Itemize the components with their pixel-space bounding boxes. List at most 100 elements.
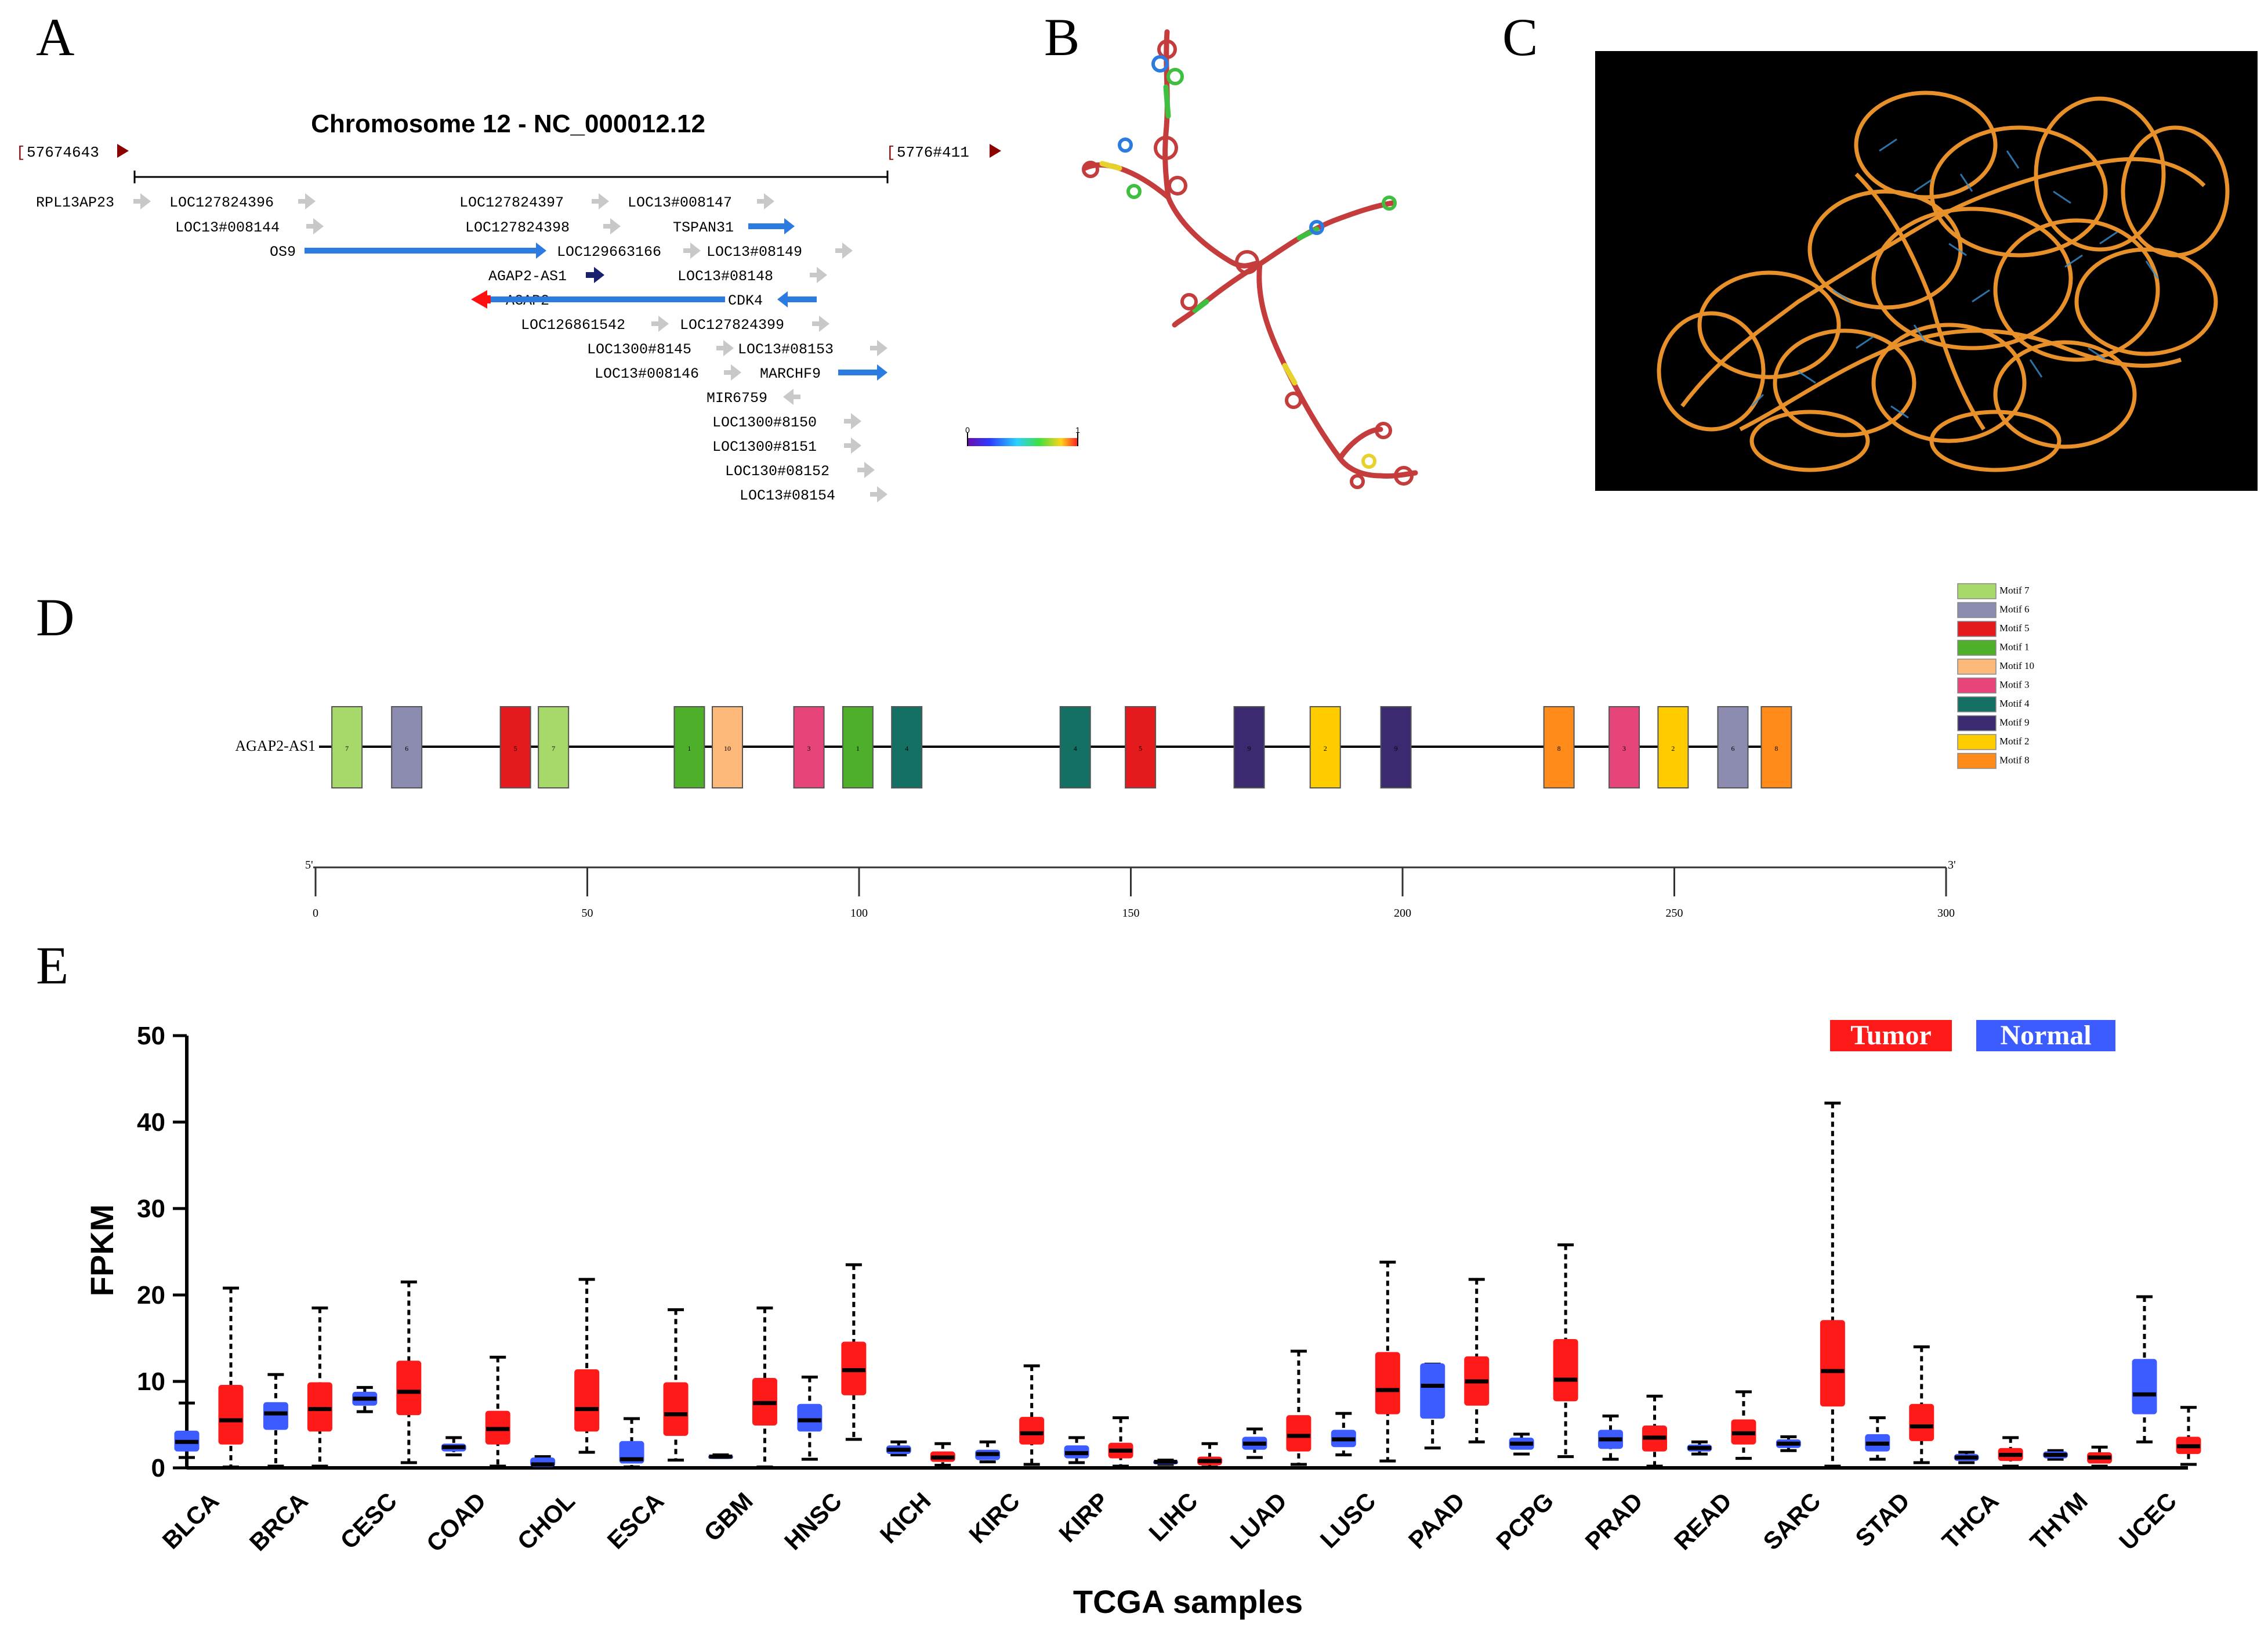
x-tick-label: BLCA [157, 1487, 224, 1554]
position-tick-label: 200 [1394, 907, 1411, 920]
box [307, 1382, 332, 1432]
x-tick-label: COAD [421, 1487, 491, 1557]
boxplot-blca-tumor [218, 1286, 244, 1469]
motif-box [1760, 706, 1792, 788]
legend-label: Motif 1 [1999, 642, 2029, 653]
gene-arrow-head [723, 340, 734, 356]
motif-box [1380, 706, 1412, 788]
gene-arrow-head [731, 364, 741, 381]
gene-label: MIR6759 [707, 390, 767, 407]
legend-label: Motif 3 [1999, 679, 2029, 690]
box [218, 1384, 244, 1445]
motif-box-id: 3 [807, 744, 811, 753]
boxplot-esca-tumor [663, 1308, 689, 1462]
panel-b: B [965, 8, 1418, 489]
boxplots [174, 1101, 2201, 1469]
boxplot-gbm-normal [708, 1453, 733, 1459]
gene-arrow-head [817, 267, 827, 283]
x-tick-label: THYM [2025, 1487, 2093, 1555]
boxplot-ucec-tumor [2176, 1406, 2201, 1466]
y-tick-label: 40 [137, 1108, 165, 1137]
gene-label: OS9 [270, 244, 296, 261]
y-tick-label: 30 [137, 1195, 165, 1223]
gene-arrow-head [610, 218, 621, 234]
scale-max-label: 1 [1075, 425, 1080, 435]
motif-box-id: 1 [687, 744, 691, 753]
motif-box [1125, 706, 1157, 788]
motif-legend: Motif 7 Motif 6 Motif 5 Motif 1 Motif 10 Moti… [1957, 583, 2034, 769]
position-tick-label: 300 [1937, 907, 1955, 920]
y-tick-label: 20 [137, 1281, 165, 1309]
three-prime-label: 3' [1948, 859, 1956, 871]
boxplot-stad-tumor [1909, 1345, 1934, 1464]
right-bracket: [ [886, 144, 896, 161]
gene-arrow-head [599, 193, 609, 209]
legend-label: Motif 10 [1999, 660, 2034, 671]
boxplot-ucec-normal [2132, 1295, 2157, 1444]
gene-arrow-head [764, 193, 774, 209]
gene-label: CDK4 [728, 292, 763, 309]
x-tick-label: STAD [1850, 1487, 1915, 1552]
y-tick-label: 50 [137, 1022, 165, 1050]
boxplot-kirp-tumor [1108, 1416, 1133, 1468]
gene-arrow-head [140, 193, 151, 209]
boxplot-cesc-tumor [396, 1280, 422, 1464]
boxplot-kirc-normal [975, 1440, 1001, 1464]
gene-arrow-head [658, 316, 669, 332]
legend-swatch [1957, 753, 1997, 769]
box [663, 1382, 689, 1436]
gene-arrow-head [864, 462, 875, 478]
motif-box-id: 10 [724, 744, 731, 753]
boxplot-prad-normal [1598, 1414, 1624, 1461]
legend-tumor-swatch [1830, 1020, 1952, 1051]
x-tick-label: CHOL [512, 1487, 580, 1555]
boxplot-kirp-normal [1064, 1436, 1089, 1464]
left-coordinate: 57674643 [27, 144, 99, 161]
gene-label: LOC1300#8150 [712, 414, 817, 431]
motif-box [1608, 706, 1640, 788]
boxplot-brca-tumor [307, 1306, 332, 1468]
boxplot-thca-normal [1954, 1450, 1979, 1464]
box [1420, 1363, 1445, 1419]
x-tick-label: LIHC [1143, 1487, 1203, 1547]
position-ticks: 0 50 100 150 200 250 300 [313, 867, 1955, 920]
gene-label: LOC13#08148 [677, 268, 773, 285]
gene-arrow-head [783, 389, 794, 405]
box [396, 1361, 422, 1416]
gene-label: LOC1300#8151 [712, 439, 817, 455]
x-tick-label: PAAD [1403, 1487, 1470, 1554]
legend-swatch [1957, 696, 1997, 712]
motif-box-id: 7 [345, 744, 349, 753]
gene-label: RPL13AP23 [36, 194, 114, 211]
motif-box-id: 7 [552, 744, 555, 753]
boxplot-pcpg-normal [1509, 1432, 1534, 1456]
legend-label: Motif 8 [1999, 755, 2029, 766]
x-tick-label: UCEC [2114, 1487, 2182, 1555]
boxplot-thym-normal [2043, 1449, 2068, 1461]
x-axis-label: TCGA samples [1073, 1583, 1303, 1620]
rna-secondary-structure [1082, 29, 1418, 489]
boxplot-lihc-tumor [1197, 1442, 1222, 1469]
legend-label: Motif 2 [1999, 736, 2029, 747]
boxplot-lusc-normal [1331, 1412, 1356, 1457]
motif-box-id: 5 [514, 744, 517, 753]
position-tick-label: 50 [582, 907, 593, 920]
gene-label: LOC13#08153 [738, 341, 834, 358]
gene-arrow-head [313, 218, 324, 234]
left-bracket: [ [16, 144, 26, 161]
legend-swatch [1957, 734, 1997, 750]
boxplot-lusc-tumor [1375, 1260, 1400, 1463]
box [1909, 1403, 1934, 1441]
motif-box [1717, 706, 1749, 788]
boxplot-hnsc-normal [797, 1376, 823, 1461]
position-tick-label: 250 [1666, 907, 1683, 920]
motif-box-id: 5 [1139, 744, 1142, 753]
motif-boxes: 7 6 5 7 1 10 3 1 4 4 5 9 2 9 8 3 2 6 8 [331, 706, 1792, 788]
boxplot-paad-tumor [1464, 1278, 1490, 1444]
legend-swatch [1957, 621, 1997, 637]
gene-arrow-head [777, 291, 788, 307]
gene-label: LOC13#08149 [707, 244, 802, 261]
motif-box-id: 9 [1248, 744, 1251, 753]
position-tick-label: 100 [850, 907, 868, 920]
legend-label: Motif 4 [1999, 698, 2030, 709]
